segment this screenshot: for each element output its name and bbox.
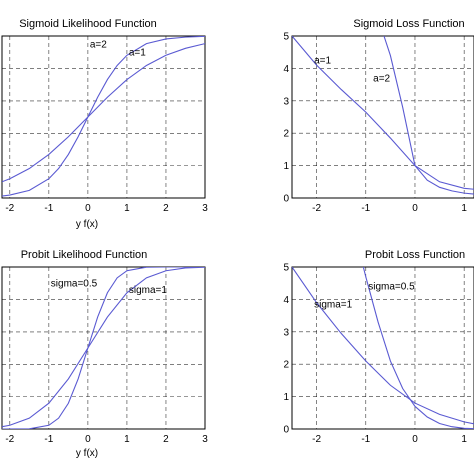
x-tick-label: 2 bbox=[163, 203, 169, 214]
x-axis-label: y f(x) bbox=[76, 448, 98, 459]
x-axis-label: y f(x) bbox=[76, 219, 98, 230]
x-tick-label: 1 bbox=[124, 434, 130, 445]
series-line bbox=[2, 267, 205, 429]
probit-loss-panel: Probit Loss Function -2 -1 0 1 0 1 2 3 4 5 sigma=0… bbox=[283, 249, 474, 445]
series-line bbox=[292, 36, 474, 190]
series-annotation: sigma=0.5 bbox=[368, 282, 415, 293]
series-annotation: sigma=0.5 bbox=[51, 278, 98, 289]
series-line bbox=[383, 36, 474, 195]
x-tick-label: 2 bbox=[163, 434, 169, 445]
x-tick-label: -1 bbox=[44, 434, 53, 445]
x-tick-label: 1 bbox=[461, 203, 467, 214]
plot-frame bbox=[1, 266, 206, 430]
x-tick-label: -1 bbox=[44, 203, 53, 214]
plot-frame bbox=[291, 35, 474, 199]
x-tick-label: -2 bbox=[5, 203, 14, 214]
series-annotation: sigma=1 bbox=[314, 300, 353, 311]
y-tick-label: 5 bbox=[283, 263, 289, 274]
x-tick-label: 0 bbox=[85, 434, 91, 445]
x-tick-label: -2 bbox=[5, 434, 14, 445]
series-annotation: a=1 bbox=[314, 56, 331, 67]
y-tick-label: 1 bbox=[283, 161, 289, 172]
chart-title: Sigmoid Loss Function bbox=[353, 18, 464, 30]
probit-likelihood-panel: Probit Likelihood Function y f(x) -2 -1 0 1… bbox=[1, 249, 208, 459]
series-annotation: sigma=1 bbox=[129, 285, 168, 296]
x-tick-label: 3 bbox=[202, 434, 208, 445]
sigmoid-loss-panel: Sigmoid Loss Function -2 -1 0 1 0 1 2 3 4 5 a=1 a=2 bbox=[283, 18, 474, 214]
x-tick-label: -2 bbox=[312, 434, 321, 445]
series-line bbox=[292, 267, 474, 425]
x-tick-label: 1 bbox=[461, 434, 467, 445]
plot-frame bbox=[291, 266, 474, 430]
y-tick-label: 2 bbox=[283, 360, 289, 371]
y-tick-label: 3 bbox=[283, 327, 289, 338]
series-annotation: a=2 bbox=[90, 39, 107, 50]
plot-frame bbox=[1, 35, 206, 199]
series-annotation: a=1 bbox=[129, 47, 146, 58]
chart-title: Probit Likelihood Function bbox=[21, 249, 148, 261]
sigmoid-likelihood-panel: Sigmoid Likelihood Function y f(x) -2 -1 0… bbox=[1, 18, 208, 230]
y-tick-label: 0 bbox=[283, 194, 289, 205]
x-tick-label: -1 bbox=[361, 434, 370, 445]
y-tick-label: 5 bbox=[283, 32, 289, 43]
x-tick-label: 3 bbox=[202, 203, 208, 214]
y-tick-label: 4 bbox=[283, 64, 289, 75]
chart-title: Probit Loss Function bbox=[365, 249, 465, 261]
series-annotation: a=2 bbox=[373, 73, 390, 84]
series-line bbox=[362, 267, 474, 429]
y-tick-label: 3 bbox=[283, 96, 289, 107]
series-line bbox=[2, 43, 205, 183]
chart-title: Sigmoid Likelihood Function bbox=[19, 18, 157, 30]
x-tick-label: 0 bbox=[412, 434, 418, 445]
x-tick-label: 0 bbox=[412, 203, 418, 214]
y-tick-label: 0 bbox=[283, 425, 289, 436]
x-tick-label: -1 bbox=[361, 203, 370, 214]
series-line bbox=[2, 36, 205, 197]
series-line bbox=[2, 267, 205, 428]
y-tick-label: 1 bbox=[283, 392, 289, 403]
x-tick-label: 0 bbox=[85, 203, 91, 214]
y-tick-label: 4 bbox=[283, 295, 289, 306]
y-tick-label: 2 bbox=[283, 129, 289, 140]
x-tick-label: -2 bbox=[312, 203, 321, 214]
x-tick-label: 1 bbox=[124, 203, 130, 214]
